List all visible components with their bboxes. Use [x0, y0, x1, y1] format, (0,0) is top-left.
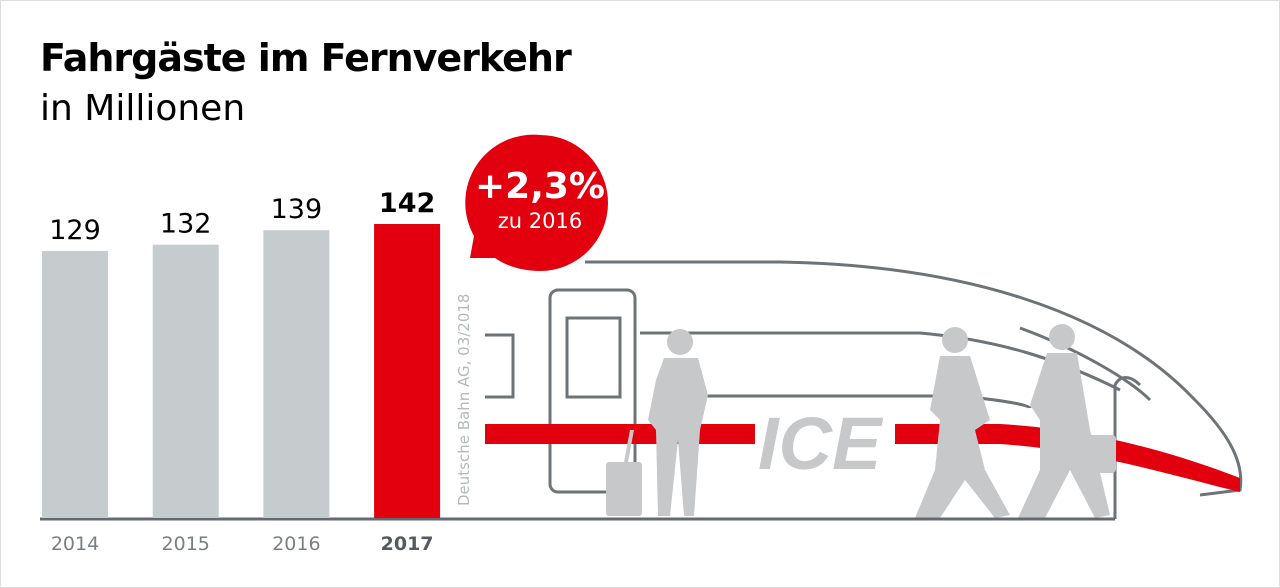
value-label-2017: 142 — [379, 188, 435, 219]
chart-title: Fahrgäste im Fernverkehr — [40, 36, 572, 80]
x-tick-label-2014: 2014 — [51, 533, 99, 555]
x-tick-label-2016: 2016 — [272, 533, 320, 555]
bar-2015 — [152, 244, 219, 518]
bar-2017 — [374, 224, 441, 518]
growth-badge-value: +2,3% — [475, 166, 605, 207]
x-tick-label-2017: 2017 — [381, 533, 434, 555]
value-label-2016: 139 — [271, 194, 323, 225]
ice-train-illustration — [485, 260, 1243, 519]
passenger-walking-1 — [915, 327, 1010, 518]
passenger-walking-2 — [1018, 324, 1116, 518]
train-nose-front — [1113, 376, 1142, 519]
train-roof-line — [585, 260, 1243, 497]
value-label-2015: 132 — [160, 209, 212, 240]
train-door — [548, 288, 637, 494]
chart-subtitle: in Millionen — [40, 88, 246, 129]
x-tick-label-2015: 2015 — [162, 533, 210, 555]
ice-label: ICE — [758, 402, 884, 485]
growth-badge-subtext: zu 2016 — [498, 209, 582, 233]
train-door-window — [565, 316, 622, 399]
passenger-figures — [606, 324, 1116, 518]
passenger-with-suitcase — [606, 329, 708, 516]
bar-2016 — [263, 230, 330, 518]
bar-2014 — [42, 250, 108, 518]
train-nose-line — [1019, 326, 1152, 402]
train-window-line — [640, 331, 1121, 392]
growth-badge-bubble — [465, 134, 608, 271]
growth-badge: +2,3% zu 2016 — [465, 134, 608, 271]
value-label-2014: 129 — [49, 215, 101, 246]
source-note: Deutsche Bahn AG, 03/2018 — [455, 294, 473, 506]
train-bracket — [485, 333, 515, 399]
